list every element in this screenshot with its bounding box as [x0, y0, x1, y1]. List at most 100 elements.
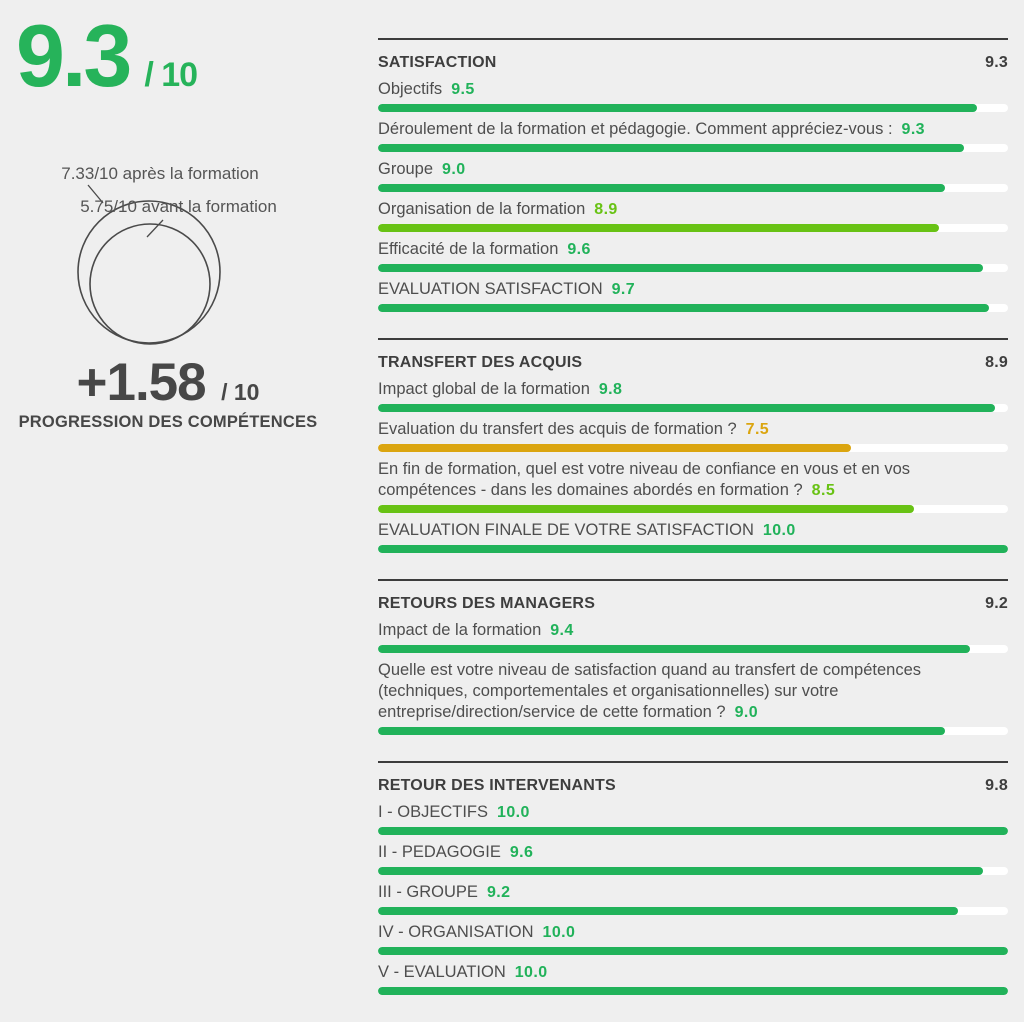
- metric-label: EVALUATION SATISFACTION 9.7: [378, 279, 1008, 300]
- score-section: SATISFACTION 9.3 Objectifs 9.5 Déroulement d…: [378, 38, 1008, 338]
- metric-question: EVALUATION FINALE DE VOTRE SATISFACTION: [378, 521, 754, 539]
- score-section: RETOURS DES MANAGERS 9.2 Impact de la form…: [378, 579, 1008, 761]
- summary-panel: 9.3 / 10 7.33/10 après la formation 5.75…: [0, 0, 365, 1022]
- section-title: RETOURS DES MANAGERS: [378, 595, 596, 612]
- metric-bar-fill: [378, 645, 971, 653]
- metric-label: Quelle est votre niveau de satisfaction …: [378, 660, 1008, 723]
- metric-bar-track: [378, 224, 1008, 232]
- after-leader-line: [87, 184, 104, 204]
- metric-value: 10.0: [514, 964, 548, 981]
- section-header: SATISFACTION 9.3: [378, 53, 1008, 72]
- metric-bar-track: [378, 827, 1008, 835]
- section-score: 9.2: [985, 595, 1008, 612]
- metric-bar-track: [378, 304, 1008, 312]
- before-formation-label: 5.75/10 avant la formation: [80, 197, 277, 216]
- metric-bar-fill: [378, 304, 990, 312]
- metric-bar-fill: [378, 224, 939, 232]
- metric-bar-fill: [378, 144, 964, 152]
- section-header: TRANSFERT DES ACQUIS 8.9: [378, 353, 1008, 372]
- metric-label: V - EVALUATION 10.0: [378, 962, 1008, 983]
- metric-bar-track: [378, 404, 1008, 412]
- sections-container: SATISFACTION 9.3 Objectifs 9.5 Déroulement d…: [378, 38, 1008, 995]
- metric-bar-fill: [378, 444, 851, 452]
- metric-bar-track: [378, 867, 1008, 875]
- score-section: TRANSFERT DES ACQUIS 8.9 Impact global de …: [378, 338, 1008, 579]
- overall-score-denominator: / 10: [144, 56, 198, 94]
- progression-delta-denominator: / 10: [221, 379, 260, 405]
- after-formation-label: 7.33/10 après la formation: [61, 164, 259, 183]
- metric-bar-fill: [378, 545, 1008, 553]
- metric-question: Impact de la formation: [378, 621, 542, 639]
- metric-label: IV - ORGANISATION 10.0: [378, 922, 1008, 943]
- progression-title: PROGRESSION DES COMPÉTENCES: [18, 413, 318, 431]
- metric-value: 10.0: [497, 804, 530, 821]
- section-header: RETOURS DES MANAGERS 9.2: [378, 594, 1008, 613]
- metric-label: Efficacité de la formation 9.6: [378, 239, 1008, 260]
- metric-bar-track: [378, 104, 1008, 112]
- metric-bar-fill: [378, 104, 977, 112]
- overall-score-value: 9.3: [16, 6, 132, 105]
- metric-bar-track: [378, 987, 1008, 995]
- metric-value: 9.0: [442, 161, 466, 178]
- metric-bar-track: [378, 645, 1008, 653]
- metric-value: 9.0: [734, 704, 759, 721]
- section-score: 9.3: [985, 54, 1008, 71]
- metric-bar-track: [378, 444, 1008, 452]
- metric-bar-track: [378, 144, 1008, 152]
- progression-delta: +1.58 / 10: [0, 356, 336, 409]
- metric-question: EVALUATION SATISFACTION: [378, 280, 603, 298]
- metric-label: Impact global de la formation 9.8: [378, 379, 1008, 400]
- section-title: SATISFACTION: [378, 54, 497, 71]
- metric-bar-track: [378, 264, 1008, 272]
- metric-value: 9.8: [598, 381, 623, 398]
- metric-bar-track: [378, 947, 1008, 955]
- metric-value: 9.6: [509, 844, 534, 861]
- before-leader-line: [146, 219, 164, 238]
- metric-label: Objectifs 9.5: [378, 79, 1008, 100]
- metric-question: Efficacité de la formation: [378, 240, 559, 258]
- section-score: 8.9: [985, 354, 1008, 371]
- metric-value: 9.2: [486, 884, 511, 901]
- metric-question: I - OBJECTIFS: [378, 803, 489, 821]
- score-section: RETOUR DES INTERVENANTS 9.8 I - OBJECTIFS 1…: [378, 761, 1008, 995]
- metric-question: III - GROUPE: [378, 883, 478, 901]
- metric-bar-track: [378, 727, 1008, 735]
- metric-question: Groupe: [378, 160, 434, 178]
- metric-bar-fill: [378, 727, 945, 735]
- metric-question: Objectifs: [378, 80, 443, 98]
- metric-label: I - OBJECTIFS 10.0: [378, 802, 1008, 823]
- metric-label: Organisation de la formation 8.9: [378, 199, 1008, 220]
- metric-question: IV - ORGANISATION: [378, 923, 534, 941]
- metric-label: Evaluation du transfert des acquis de fo…: [378, 419, 1008, 440]
- metric-question: En fin de formation, quel est votre nive…: [378, 460, 910, 499]
- metric-value: 9.3: [901, 121, 925, 138]
- overall-score: 9.3 / 10: [16, 6, 198, 105]
- section-score: 9.8: [985, 777, 1008, 794]
- section-title: RETOUR DES INTERVENANTS: [378, 777, 616, 794]
- metric-label: EVALUATION FINALE DE VOTRE SATISFACTION 1…: [378, 520, 1008, 541]
- metric-label: Groupe 9.0: [378, 159, 1008, 180]
- metric-label: Déroulement de la formation et pédagogie…: [378, 119, 1008, 140]
- metric-value: 10.0: [542, 924, 576, 941]
- metric-bar-track: [378, 505, 1008, 513]
- metric-bar-fill: [378, 184, 945, 192]
- metric-value: 7.5: [745, 421, 770, 438]
- metric-bar-track: [378, 545, 1008, 553]
- metric-value: 10.0: [762, 522, 796, 539]
- metric-label: En fin de formation, quel est votre nive…: [378, 459, 1008, 501]
- metric-bar-fill: [378, 907, 958, 915]
- metric-bar-fill: [378, 827, 1008, 835]
- after-circle: [77, 200, 221, 344]
- metric-question: Organisation de la formation: [378, 200, 586, 218]
- before-circle: [89, 223, 211, 345]
- metric-bar-fill: [378, 404, 996, 412]
- metric-value: 9.5: [451, 81, 475, 98]
- metric-question: Evaluation du transfert des acquis de fo…: [378, 420, 737, 438]
- metric-question: Déroulement de la formation et pédagogie…: [378, 120, 893, 138]
- metric-bar-fill: [378, 264, 983, 272]
- metric-bar-fill: [378, 867, 983, 875]
- metric-bar-fill: [378, 505, 914, 513]
- metric-question: II - PEDAGOGIE: [378, 843, 501, 861]
- metric-question: Impact global de la formation: [378, 380, 590, 398]
